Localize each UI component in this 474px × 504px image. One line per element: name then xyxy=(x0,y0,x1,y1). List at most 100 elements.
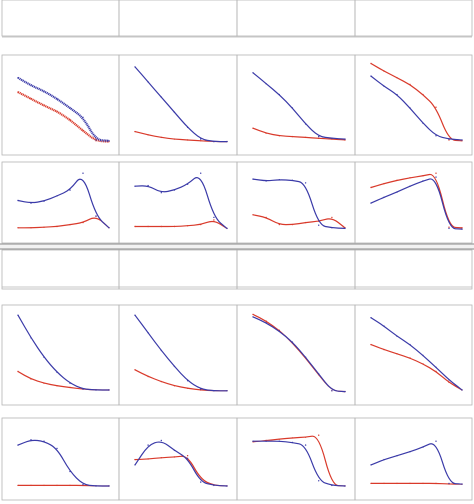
data-point-blue xyxy=(344,390,346,393)
data-point-red xyxy=(383,70,385,72)
panel-frame xyxy=(1,417,120,501)
data-point-red xyxy=(200,223,202,226)
data-point-blue xyxy=(56,195,58,197)
series-line-blue xyxy=(17,314,109,391)
panel-D1 xyxy=(17,439,110,487)
data-point-blue xyxy=(318,373,320,375)
data-point-blue xyxy=(30,337,32,339)
data-point-blue xyxy=(448,379,450,381)
data-point-red xyxy=(396,77,398,79)
data-point-blue xyxy=(134,464,136,466)
data-point-blue xyxy=(17,77,19,79)
data-point-red xyxy=(82,221,84,224)
data-point-blue xyxy=(160,192,162,194)
series-line-blue xyxy=(370,443,463,485)
data-point-blue xyxy=(370,464,372,466)
data-point-red xyxy=(422,175,424,177)
data-point-blue xyxy=(108,140,110,142)
data-point-blue xyxy=(252,316,254,318)
data-point-blue xyxy=(461,228,463,230)
data-point-blue xyxy=(200,172,202,174)
data-point-red xyxy=(43,226,45,228)
data-point-blue xyxy=(435,440,437,442)
data-point-blue xyxy=(95,139,97,141)
data-point-red xyxy=(370,62,372,65)
panel-A4 xyxy=(370,62,463,142)
data-point-red xyxy=(435,106,437,108)
data-point-blue xyxy=(278,330,280,332)
panel-frame xyxy=(1,161,120,244)
data-point-red xyxy=(435,370,437,373)
data-point-blue xyxy=(304,356,307,358)
data-point-blue xyxy=(265,180,267,182)
data-point-red xyxy=(409,83,411,86)
series-line-red xyxy=(252,313,346,393)
data-point-blue xyxy=(370,75,372,77)
data-point-blue xyxy=(252,440,254,442)
data-point-red xyxy=(278,223,280,226)
data-point-blue xyxy=(370,317,372,319)
data-point-red xyxy=(134,225,136,228)
panel-B1 xyxy=(17,172,110,229)
data-point-blue xyxy=(278,179,280,181)
header-cell xyxy=(354,0,473,37)
data-point-red xyxy=(17,91,19,93)
data-point-red xyxy=(173,138,176,140)
data-point-blue xyxy=(383,196,385,198)
series-line-red xyxy=(252,127,346,141)
data-point-blue xyxy=(344,485,346,487)
data-point-red xyxy=(318,434,320,436)
data-point-red xyxy=(370,186,372,189)
data-point-blue xyxy=(304,444,307,446)
series-line-blue xyxy=(370,317,463,391)
data-point-blue xyxy=(461,483,463,485)
data-point-blue xyxy=(69,470,71,473)
data-point-red xyxy=(422,363,424,365)
data-point-blue xyxy=(82,172,84,174)
data-point-red xyxy=(252,127,254,129)
data-point-blue xyxy=(226,227,228,230)
header-cell xyxy=(118,249,238,290)
data-point-red xyxy=(252,313,254,316)
data-point-blue xyxy=(186,457,189,459)
series-line-blue xyxy=(370,178,463,230)
data-point-blue xyxy=(30,84,32,87)
data-point-red xyxy=(383,182,385,185)
data-point-blue xyxy=(56,98,58,100)
data-point-blue xyxy=(17,199,19,202)
data-point-blue xyxy=(422,354,424,357)
data-point-blue xyxy=(396,93,398,96)
data-point-red xyxy=(265,216,267,219)
section-separator xyxy=(0,244,474,249)
data-point-blue xyxy=(331,390,333,392)
data-point-blue xyxy=(213,484,215,487)
data-point-blue xyxy=(200,388,202,390)
data-point-blue xyxy=(409,451,411,453)
data-point-red xyxy=(160,225,162,228)
series-line-blue xyxy=(252,72,346,140)
data-point-red xyxy=(56,385,58,387)
data-point-blue xyxy=(422,446,424,448)
panel-B4 xyxy=(370,172,463,230)
data-point-blue xyxy=(409,185,411,187)
data-point-blue xyxy=(43,200,45,202)
series-line-blue xyxy=(370,75,463,141)
series-line-red xyxy=(371,482,462,485)
data-point-blue xyxy=(396,335,398,337)
data-point-red xyxy=(291,223,294,226)
data-point-blue xyxy=(82,116,84,119)
data-point-red xyxy=(17,484,19,487)
data-point-red xyxy=(396,353,398,355)
data-point-red xyxy=(147,225,149,228)
header-cell xyxy=(354,249,473,290)
series-line-red xyxy=(17,91,110,143)
data-point-blue xyxy=(252,72,254,74)
data-point-red xyxy=(448,381,450,384)
header-cell xyxy=(236,0,356,37)
series-line-red xyxy=(370,173,463,229)
data-point-red xyxy=(17,370,19,373)
data-point-red xyxy=(461,227,463,229)
data-point-blue xyxy=(213,216,215,219)
data-point-red xyxy=(147,458,149,460)
data-point-blue xyxy=(304,123,307,125)
